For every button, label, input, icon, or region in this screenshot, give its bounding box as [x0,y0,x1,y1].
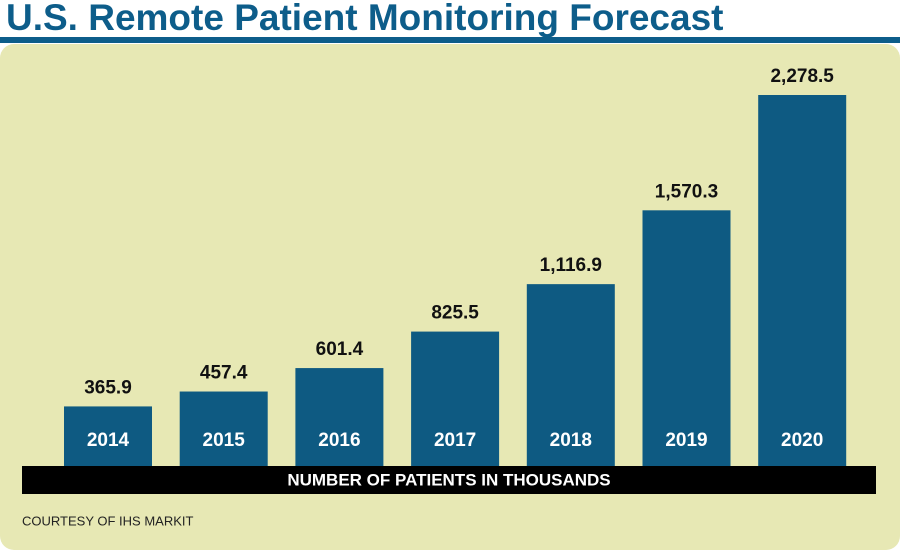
x-axis-label: NUMBER OF PATIENTS IN THOUSANDS [287,470,610,489]
bar [526,284,615,466]
value-label: 457.4 [200,363,248,384]
x-tick-label: 2014 [87,430,130,451]
x-tick-label: 2020 [781,430,823,451]
bar [179,391,268,466]
x-tick-label: 2015 [203,430,246,451]
bar [758,95,847,466]
value-label: 365.9 [84,377,132,398]
value-label: 2,278.5 [770,66,834,87]
x-tick-label: 2017 [434,430,476,451]
value-label: 601.4 [316,339,364,360]
bar [411,331,500,466]
bar [64,406,152,466]
axis-band [22,466,876,494]
value-label: 825.5 [431,303,479,324]
value-label: 1,116.9 [540,255,602,276]
title-rule [0,37,900,43]
bar [642,210,731,466]
x-tick-label: 2016 [318,430,360,451]
value-label: 1,570.3 [655,181,718,202]
x-tick-label: 2019 [665,430,707,451]
chart-title: U.S. Remote Patient Monitoring Forecast [6,0,723,38]
bar [295,368,384,466]
x-tick-label: 2018 [550,430,592,451]
source-note: COURTESY OF IHS MARKIT [22,513,193,528]
